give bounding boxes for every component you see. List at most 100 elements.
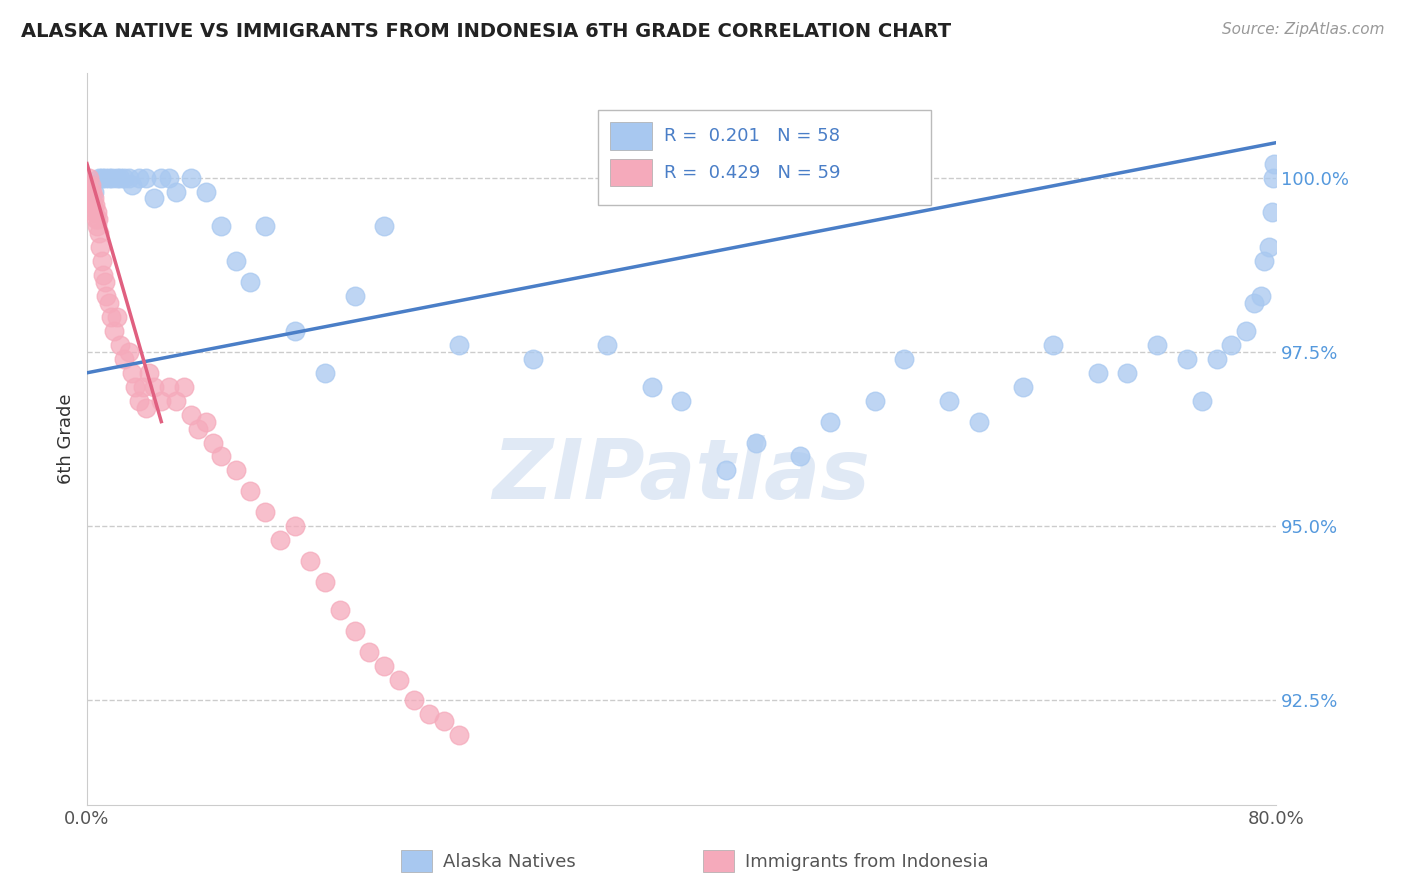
Point xyxy=(254,505,277,519)
Point xyxy=(1250,289,1272,303)
Point xyxy=(121,178,143,192)
Point xyxy=(105,310,128,324)
Point xyxy=(1191,393,1213,408)
Point xyxy=(98,296,121,310)
Point xyxy=(150,170,173,185)
Point xyxy=(80,192,103,206)
Point xyxy=(77,170,100,185)
Point xyxy=(150,393,173,408)
Point xyxy=(82,185,104,199)
Point xyxy=(225,463,247,477)
Point xyxy=(180,170,202,185)
Point xyxy=(101,170,124,185)
Point xyxy=(135,170,157,185)
Point xyxy=(112,351,135,366)
Point xyxy=(671,393,693,408)
Point xyxy=(714,463,737,477)
Point xyxy=(418,707,440,722)
Point xyxy=(84,212,107,227)
Point xyxy=(893,351,915,366)
Text: R =  0.201   N = 58: R = 0.201 N = 58 xyxy=(664,127,839,145)
Bar xyxy=(610,122,652,150)
Point xyxy=(135,401,157,415)
Point xyxy=(86,205,108,219)
Point xyxy=(1253,254,1275,268)
Text: Alaska Natives: Alaska Natives xyxy=(443,853,575,871)
Point xyxy=(745,435,768,450)
Point xyxy=(298,554,321,568)
Point xyxy=(82,198,104,212)
Point xyxy=(84,198,107,212)
Point xyxy=(373,219,395,234)
Point xyxy=(1042,338,1064,352)
Point xyxy=(284,519,307,533)
Point xyxy=(239,275,262,289)
Point xyxy=(142,192,165,206)
Point xyxy=(641,380,664,394)
Point xyxy=(314,574,336,589)
Point xyxy=(87,227,110,241)
Point xyxy=(90,170,112,185)
Point xyxy=(94,170,117,185)
Point xyxy=(87,170,110,185)
Point xyxy=(187,421,209,435)
Point xyxy=(128,170,150,185)
Point xyxy=(1263,156,1285,170)
Point xyxy=(80,178,103,192)
Point xyxy=(1234,324,1257,338)
Point xyxy=(1257,240,1279,254)
Point xyxy=(1205,351,1227,366)
Point xyxy=(86,219,108,234)
Text: R =  0.429   N = 59: R = 0.429 N = 59 xyxy=(664,163,841,182)
Point xyxy=(789,450,811,464)
Point xyxy=(284,324,307,338)
Point xyxy=(863,393,886,408)
Point xyxy=(128,393,150,408)
Point xyxy=(180,408,202,422)
Point xyxy=(83,185,105,199)
Point xyxy=(194,185,217,199)
Point xyxy=(314,366,336,380)
Text: ZIPatlas: ZIPatlas xyxy=(492,435,870,516)
Point xyxy=(1116,366,1139,380)
Point xyxy=(132,380,155,394)
Y-axis label: 6th Grade: 6th Grade xyxy=(58,393,75,484)
Point xyxy=(1012,380,1035,394)
Point xyxy=(105,170,128,185)
Point xyxy=(202,435,225,450)
Point xyxy=(165,393,187,408)
Point xyxy=(522,351,544,366)
Point xyxy=(124,380,146,394)
Bar xyxy=(610,159,652,186)
Point xyxy=(209,219,232,234)
Point xyxy=(157,380,180,394)
Point xyxy=(83,205,105,219)
Point xyxy=(100,310,122,324)
Point xyxy=(87,212,110,227)
Point xyxy=(1146,338,1168,352)
Point xyxy=(77,178,100,192)
Point xyxy=(447,728,470,742)
Point xyxy=(239,484,262,499)
Point xyxy=(433,714,456,729)
Point xyxy=(83,192,105,206)
Point xyxy=(117,344,139,359)
Point xyxy=(173,380,195,394)
Point xyxy=(818,415,841,429)
Point xyxy=(402,693,425,707)
Point xyxy=(1220,338,1243,352)
Point xyxy=(98,170,121,185)
Point xyxy=(254,219,277,234)
Point xyxy=(1087,366,1109,380)
Point xyxy=(121,366,143,380)
Point xyxy=(967,415,990,429)
Point xyxy=(108,338,131,352)
Point xyxy=(596,338,619,352)
Point xyxy=(96,289,118,303)
Point xyxy=(373,658,395,673)
Point xyxy=(1243,296,1265,310)
Point xyxy=(329,603,352,617)
Text: ALASKA NATIVE VS IMMIGRANTS FROM INDONESIA 6TH GRADE CORRELATION CHART: ALASKA NATIVE VS IMMIGRANTS FROM INDONES… xyxy=(21,22,952,41)
Point xyxy=(90,254,112,268)
Point xyxy=(89,240,111,254)
